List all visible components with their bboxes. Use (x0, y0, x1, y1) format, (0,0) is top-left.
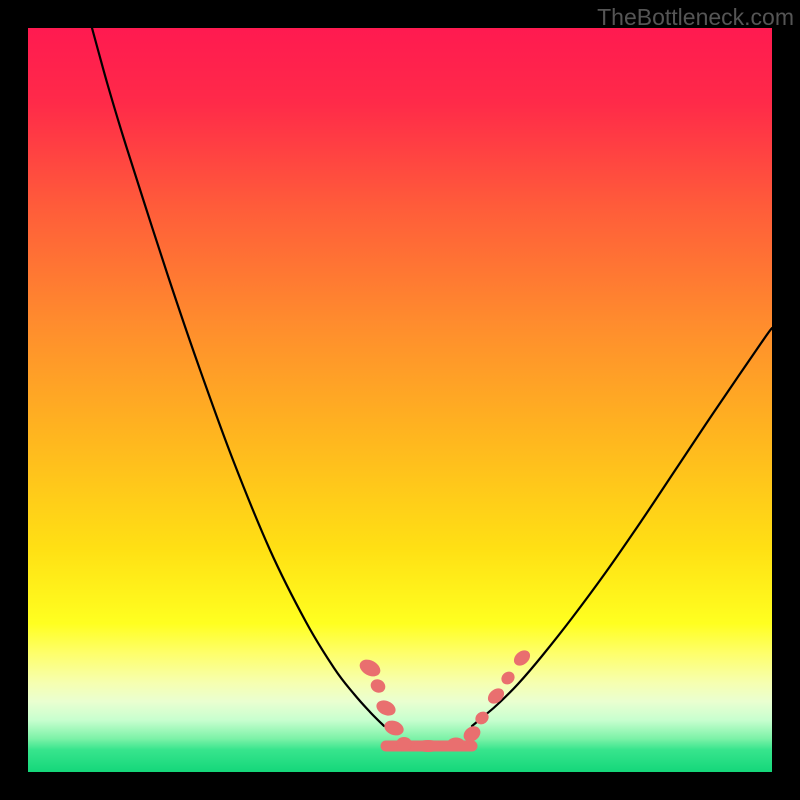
bead-marker (374, 698, 398, 719)
bead-marker (413, 740, 443, 752)
curve-left-branch (92, 28, 384, 726)
plot-area (28, 28, 772, 772)
bead-marker (396, 737, 412, 751)
curve-right-branch (472, 328, 772, 726)
curve-layer (28, 28, 772, 772)
bead-marker (485, 685, 507, 707)
bead-marker (382, 718, 406, 738)
bead-marker (511, 647, 533, 669)
chart-canvas: TheBottleneck.com (0, 0, 800, 800)
watermark-text: TheBottleneck.com (597, 4, 794, 31)
bead-marker (499, 669, 517, 687)
bead-marker (447, 738, 465, 751)
bead-marker (368, 677, 387, 696)
bead-marker (357, 656, 383, 680)
